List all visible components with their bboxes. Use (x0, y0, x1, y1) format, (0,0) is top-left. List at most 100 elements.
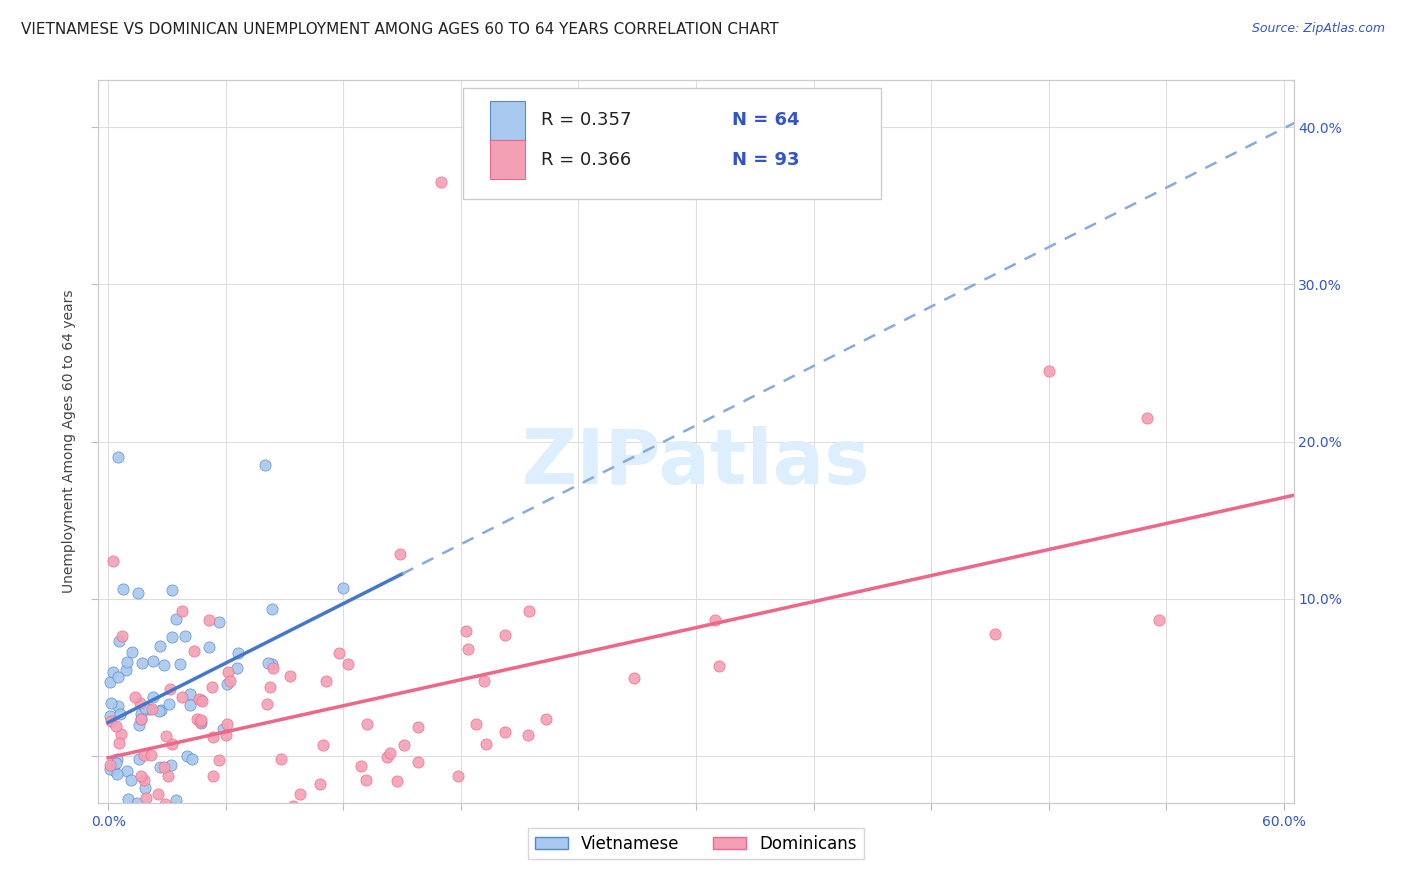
Point (128, 752, 150, 766)
Point (406, 720, 429, 734)
Point (221, 803, 243, 817)
Point (98, 762, 121, 776)
Point (309, 777, 332, 791)
Point (221, 812, 243, 826)
Point (129, 812, 152, 826)
Point (260, 657, 283, 671)
FancyBboxPatch shape (491, 101, 524, 139)
Point (387, 774, 409, 789)
Point (98, 758, 121, 772)
Point (152, 657, 174, 672)
Point (165, 612, 187, 626)
Point (394, 739, 416, 753)
Point (472, 674, 495, 689)
Point (127, 585, 149, 599)
Point (142, 690, 165, 704)
Point (494, 725, 516, 739)
Point (217, 665, 239, 679)
Point (225, 812, 247, 826)
Point (153, 797, 176, 811)
Point (128, 718, 150, 732)
Point (354, 772, 377, 787)
Point (212, 722, 235, 736)
Point (149, 639, 172, 653)
Point (190, 715, 212, 730)
Point (149, 703, 172, 717)
Point (180, 752, 202, 766)
Text: N = 64: N = 64 (733, 111, 800, 129)
Point (179, 687, 201, 701)
Point (262, 660, 284, 674)
Point (159, 812, 181, 826)
Point (703, 613, 725, 627)
Point (131, 657, 153, 671)
Point (270, 751, 292, 765)
Point (190, 713, 212, 727)
Point (98, 709, 121, 723)
Point (111, 582, 134, 596)
Point (198, 640, 221, 654)
Point (707, 658, 730, 673)
Point (110, 727, 132, 741)
Point (153, 760, 176, 774)
Point (314, 810, 336, 824)
Point (141, 702, 163, 716)
Point (288, 787, 311, 801)
Point (197, 613, 219, 627)
Point (315, 673, 337, 688)
Text: N = 93: N = 93 (733, 151, 800, 169)
Text: VIETNAMESE VS DOMINICAN UNEMPLOYMENT AMONG AGES 60 TO 64 YEARS CORRELATION CHART: VIETNAMESE VS DOMINICAN UNEMPLOYMENT AMO… (21, 22, 779, 37)
Point (454, 624, 477, 638)
Legend: Vietnamese, Dominicans: Vietnamese, Dominicans (529, 828, 863, 860)
Point (124, 690, 146, 704)
Point (105, 756, 128, 770)
Point (215, 728, 238, 742)
Point (406, 755, 429, 769)
Point (169, 657, 191, 672)
Point (114, 663, 136, 677)
Point (336, 657, 359, 671)
Point (328, 646, 350, 660)
Point (984, 626, 1007, 640)
Point (129, 712, 152, 726)
Text: R = 0.366: R = 0.366 (541, 151, 631, 169)
Point (457, 641, 479, 656)
Point (100, 696, 122, 710)
Point (623, 672, 645, 686)
Point (98, 812, 121, 826)
Point (107, 670, 129, 684)
Point (517, 604, 540, 618)
Point (517, 728, 540, 742)
Point (389, 548, 412, 562)
Point (170, 690, 193, 705)
Point (465, 716, 488, 731)
Point (256, 697, 278, 711)
Point (157, 697, 180, 711)
Point (350, 759, 373, 773)
Text: R = 0.357: R = 0.357 (541, 111, 631, 129)
Point (226, 646, 249, 660)
Point (128, 697, 150, 711)
Point (162, 737, 184, 751)
Point (208, 752, 231, 766)
Point (149, 760, 172, 774)
Point (170, 604, 193, 618)
Point (375, 749, 398, 764)
Text: Source: ZipAtlas.com: Source: ZipAtlas.com (1251, 22, 1385, 36)
Point (155, 729, 177, 743)
Point (105, 767, 128, 781)
Point (311, 738, 333, 752)
Point (176, 749, 198, 764)
Point (188, 715, 211, 730)
FancyBboxPatch shape (491, 140, 524, 179)
Point (356, 717, 378, 731)
Point (191, 694, 214, 708)
Point (146, 787, 169, 801)
Point (135, 791, 157, 805)
Point (1135, 411, 1157, 425)
Point (156, 770, 179, 784)
Point (103, 763, 125, 777)
Point (107, 736, 129, 750)
Point (165, 801, 187, 815)
Point (201, 681, 224, 695)
